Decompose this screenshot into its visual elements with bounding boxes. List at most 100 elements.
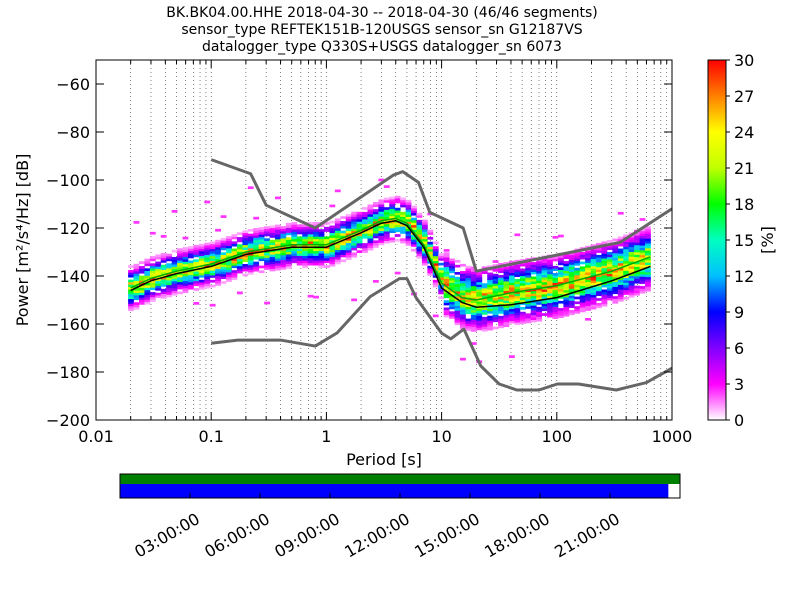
heatmap-cell bbox=[177, 265, 183, 268]
heatmap-cell bbox=[362, 228, 368, 232]
heatmap-cell bbox=[378, 240, 385, 243]
heatmap-cell bbox=[536, 297, 543, 300]
heatmap-cell bbox=[400, 231, 407, 234]
heatmap-cell bbox=[530, 319, 537, 323]
heatmap-cell bbox=[160, 281, 167, 285]
heatmap-cell bbox=[519, 263, 526, 267]
heatmap-cell bbox=[612, 257, 619, 261]
heatmap-cell bbox=[487, 322, 494, 326]
heatmap-cell bbox=[258, 255, 265, 259]
heatmap-cell bbox=[394, 212, 401, 216]
heatmap-cell bbox=[394, 234, 401, 237]
heatmap-cell bbox=[138, 285, 145, 288]
heatmap-cell bbox=[617, 265, 624, 269]
heatmap-cell bbox=[356, 216, 363, 220]
heatmap-cell bbox=[498, 287, 504, 290]
heatmap-cell bbox=[470, 309, 477, 313]
heatmap-cell bbox=[645, 257, 651, 261]
heatmap-cell bbox=[198, 255, 205, 259]
heatmap-cell bbox=[215, 251, 222, 255]
heatmap-cell bbox=[160, 276, 167, 280]
heatmap-cell bbox=[313, 255, 319, 259]
heatmap-cell bbox=[394, 238, 401, 242]
heatmap-cell bbox=[645, 269, 651, 273]
heatmap-cell bbox=[492, 307, 499, 311]
heatmap-cell bbox=[601, 258, 608, 261]
heatmap-cell bbox=[280, 242, 287, 246]
heatmap-cell bbox=[405, 207, 412, 210]
heatmap-cell bbox=[454, 317, 461, 321]
heatmap-cell bbox=[557, 296, 564, 299]
heatmap-cell bbox=[247, 248, 254, 251]
heatmap-cell bbox=[465, 287, 472, 291]
heatmap-cell bbox=[231, 277, 238, 281]
heatmap-cell bbox=[519, 287, 526, 291]
heatmap-cell bbox=[307, 250, 314, 254]
heatmap-cell bbox=[596, 290, 602, 294]
heatmap-cell bbox=[155, 275, 162, 279]
heatmap-cell bbox=[345, 242, 352, 246]
heatmap-cell bbox=[460, 283, 466, 286]
heatmap-cell bbox=[209, 251, 216, 254]
heatmap-cell bbox=[585, 293, 591, 297]
heatmap-cell bbox=[394, 224, 401, 228]
heatmap-cell bbox=[568, 257, 575, 260]
heatmap-cell bbox=[530, 278, 537, 282]
heatmap-cell bbox=[421, 258, 428, 261]
heatmap-cell bbox=[356, 240, 363, 244]
heatmap-cell bbox=[340, 221, 347, 224]
heatmap-cell bbox=[275, 260, 281, 264]
heatmap-cell bbox=[389, 230, 396, 233]
heatmap-cell bbox=[269, 227, 276, 231]
heatmap-cell bbox=[313, 231, 319, 235]
heatmap-cell bbox=[590, 258, 597, 262]
heatmap-cell bbox=[590, 253, 597, 257]
heatmap-cell bbox=[438, 274, 445, 278]
heatmap-cell bbox=[541, 303, 548, 307]
heatmap-cell bbox=[133, 280, 140, 284]
heatmap-cell bbox=[275, 253, 281, 257]
heatmap-cell bbox=[280, 257, 287, 261]
heatmap-cell bbox=[236, 261, 243, 264]
heatmap-cell bbox=[454, 264, 461, 268]
heatmap-cell bbox=[628, 242, 635, 245]
heatmap-cell bbox=[144, 289, 151, 293]
heatmap-cell bbox=[416, 246, 423, 249]
heatmap-cell bbox=[519, 285, 526, 289]
timeline-tick-label: 18:00:00 bbox=[481, 509, 553, 561]
heatmap-cell bbox=[585, 250, 591, 254]
heatmap-cell bbox=[454, 310, 461, 314]
heatmap-cell bbox=[318, 234, 325, 237]
heatmap-cell bbox=[253, 266, 260, 270]
heatmap-cell bbox=[226, 264, 232, 268]
heatmap-cell bbox=[503, 307, 510, 311]
heatmap-cell bbox=[236, 249, 243, 252]
heatmap-cell bbox=[443, 295, 450, 299]
heatmap-cell bbox=[351, 221, 358, 225]
heatmap-cell bbox=[525, 284, 532, 288]
heatmap-cell bbox=[508, 318, 515, 322]
heatmap-cell bbox=[547, 314, 553, 318]
heatmap-cell bbox=[323, 250, 330, 254]
heatmap-cell bbox=[166, 258, 173, 262]
heatmap-cell bbox=[552, 287, 559, 291]
heatmap-cell bbox=[285, 225, 292, 229]
heatmap-cell bbox=[160, 291, 167, 294]
heatmap-cell bbox=[231, 255, 238, 259]
heatmap-cell bbox=[307, 226, 314, 230]
heatmap-cell bbox=[639, 290, 646, 294]
heatmap-cell bbox=[307, 241, 314, 244]
heatmap-cell bbox=[519, 299, 526, 303]
heatmap-cell bbox=[198, 274, 205, 278]
heatmap-cell bbox=[596, 257, 602, 261]
heatmap-cell bbox=[568, 286, 575, 289]
heatmap-cell bbox=[628, 280, 635, 284]
heatmap-cell bbox=[231, 236, 238, 240]
heatmap-cell bbox=[519, 278, 526, 281]
heatmap-cell bbox=[155, 268, 162, 272]
heatmap-cell bbox=[645, 279, 651, 282]
heatmap-cell bbox=[351, 230, 358, 234]
heatmap-cell bbox=[519, 259, 526, 262]
heatmap-cell bbox=[563, 261, 570, 264]
heatmap-cell bbox=[536, 263, 543, 267]
